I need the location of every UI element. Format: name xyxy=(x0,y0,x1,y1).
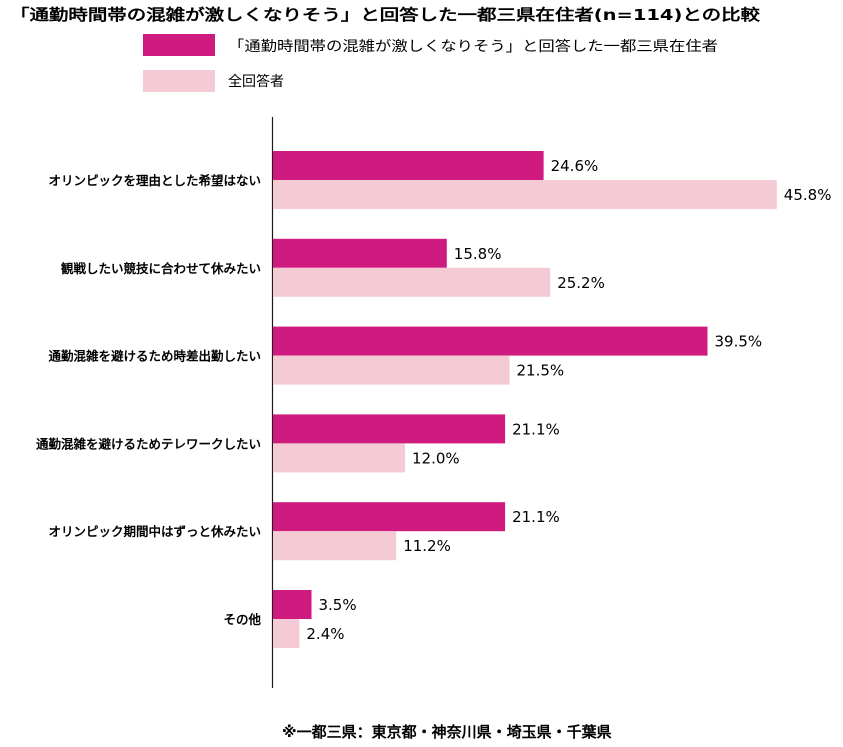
bar-respondents-in-metro xyxy=(273,326,708,356)
bar-all-respondents xyxy=(273,355,510,385)
data-label: 15.8% xyxy=(454,245,502,263)
legend-swatch-all-respondents xyxy=(143,70,215,92)
plot-area: オリンピックを理由とした希望はない 24.6% 45.8% 観戦したい競技に合わせて休… xyxy=(36,151,831,648)
bar-respondents-in-metro xyxy=(273,238,447,268)
category-label: 通勤混雑を避けるため時差出勤したい xyxy=(48,349,261,364)
bar-all-respondents xyxy=(273,443,405,473)
data-label: 2.4% xyxy=(306,625,344,643)
bar-respondents-in-metro xyxy=(273,414,506,444)
footnote: ※一都三県：東京都・神奈川県・埼玉県・千葉県 xyxy=(282,723,612,741)
category-label: オリンピックを理由とした希望はない xyxy=(48,173,261,188)
data-label: 25.2% xyxy=(557,274,605,292)
category-label: オリンピック期間中はずっと休みたい xyxy=(48,524,261,539)
category-label: 観戦したい競技に合わせて休みたい xyxy=(61,261,261,276)
data-label: 39.5% xyxy=(715,333,763,351)
legend-label-respondents-in-metro: 「通勤時間帯の混雑が激しくなりそう」と回答した一都三県在住者 xyxy=(228,38,718,55)
bar-all-respondents xyxy=(273,531,397,561)
data-label: 45.8% xyxy=(784,186,832,204)
data-label: 21.5% xyxy=(517,362,565,380)
bar-all-respondents xyxy=(273,180,777,209)
bar-respondents-in-metro xyxy=(273,590,312,619)
data-label: 24.6% xyxy=(551,157,599,175)
data-label: 11.2% xyxy=(403,537,451,555)
bar-all-respondents xyxy=(273,267,551,297)
bar-all-respondents xyxy=(273,619,300,648)
data-label: 21.1% xyxy=(512,420,560,438)
data-label: 21.1% xyxy=(512,508,560,526)
legend: 「通勤時間帯の混雑が激しくなりそう」と回答した一都三県在住者 全回答者 xyxy=(143,34,718,92)
category-label: その他 xyxy=(223,612,261,627)
data-label: 3.5% xyxy=(319,596,357,614)
legend-label-all-respondents: 全回答者 xyxy=(228,73,284,90)
bar-respondents-in-metro xyxy=(273,502,506,532)
legend-swatch-respondents-in-metro xyxy=(143,34,215,56)
chart-title: 「通勤時間帯の混雑が激しくなりそう」と回答した一都三県在住者(n=114)との比… xyxy=(10,5,761,24)
category-label: 通勤混雑を避けるためテレワークしたい xyxy=(36,436,261,451)
data-label: 12.0% xyxy=(412,449,460,467)
bar-respondents-in-metro xyxy=(273,151,544,180)
